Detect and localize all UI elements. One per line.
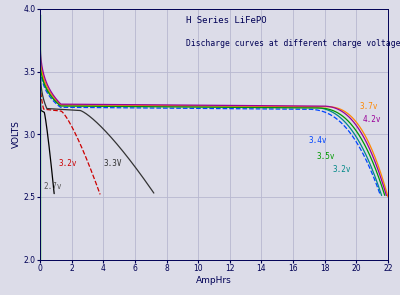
- Text: 3.2v: 3.2v: [59, 159, 78, 168]
- Text: 3.3V: 3.3V: [103, 159, 122, 168]
- Text: H Series LiFePO: H Series LiFePO: [186, 17, 267, 25]
- Text: 4.2v: 4.2v: [363, 115, 381, 124]
- Y-axis label: VOLTS: VOLTS: [12, 120, 21, 148]
- X-axis label: AmpHrs: AmpHrs: [196, 276, 232, 285]
- Text: 3.5v: 3.5v: [317, 152, 335, 161]
- Text: 3.7v: 3.7v: [360, 102, 378, 111]
- Text: 3.4v: 3.4v: [309, 136, 328, 145]
- Text: Discharge curves at different charge voltages: Discharge curves at different charge vol…: [186, 39, 400, 48]
- Text: 3.2v: 3.2v: [333, 165, 351, 174]
- Text: 2.7v: 2.7v: [43, 182, 62, 191]
